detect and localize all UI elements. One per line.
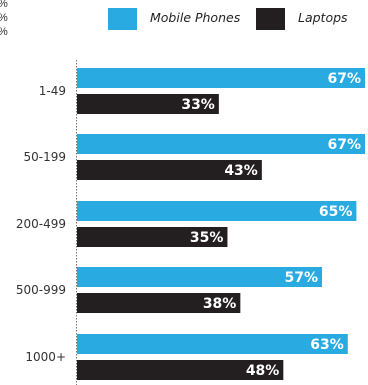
legend-swatch-mobile: [108, 8, 137, 30]
bar-laptops: [77, 360, 284, 380]
bar-mobile-phones: [77, 68, 365, 88]
bar-laptops: [77, 293, 241, 313]
bar-laptops: [77, 94, 219, 114]
category-label: 50-199: [23, 150, 66, 164]
category-label: 1-49: [39, 84, 66, 98]
data-label-laptops: 35%: [190, 230, 224, 246]
bar-mobile-phones: [77, 134, 365, 154]
data-label-mobile-phones: 63%: [310, 337, 344, 353]
clipped-pct-label-1: %: [0, 0, 8, 10]
bar-mobile-phones: [77, 201, 357, 221]
data-label-laptops: 33%: [181, 97, 215, 113]
data-label-laptops: 38%: [203, 296, 237, 312]
clipped-pct-label-2: %: [0, 12, 8, 24]
data-label-mobile-phones: 67%: [327, 71, 361, 87]
data-label-mobile-phones: 67%: [327, 137, 361, 153]
data-label-mobile-phones: 65%: [319, 204, 353, 220]
bar-laptops: [77, 160, 262, 180]
legend-swatch-laptops: [256, 8, 285, 30]
category-label: 1000+: [25, 350, 66, 364]
bar-laptops: [77, 227, 228, 247]
category-label: 500-999: [16, 283, 66, 297]
legend-label-mobile: Mobile Phones: [150, 10, 241, 25]
data-label-laptops: 48%: [246, 363, 280, 379]
data-label-laptops: 43%: [224, 163, 258, 179]
bar-mobile-phones: [77, 267, 323, 287]
legend-label-laptops: Laptops: [298, 10, 348, 25]
category-label: 200-499: [16, 217, 66, 231]
bar-mobile-phones: [77, 334, 348, 354]
data-label-mobile-phones: 57%: [284, 270, 318, 286]
clipped-pct-label-3: %: [0, 26, 8, 38]
